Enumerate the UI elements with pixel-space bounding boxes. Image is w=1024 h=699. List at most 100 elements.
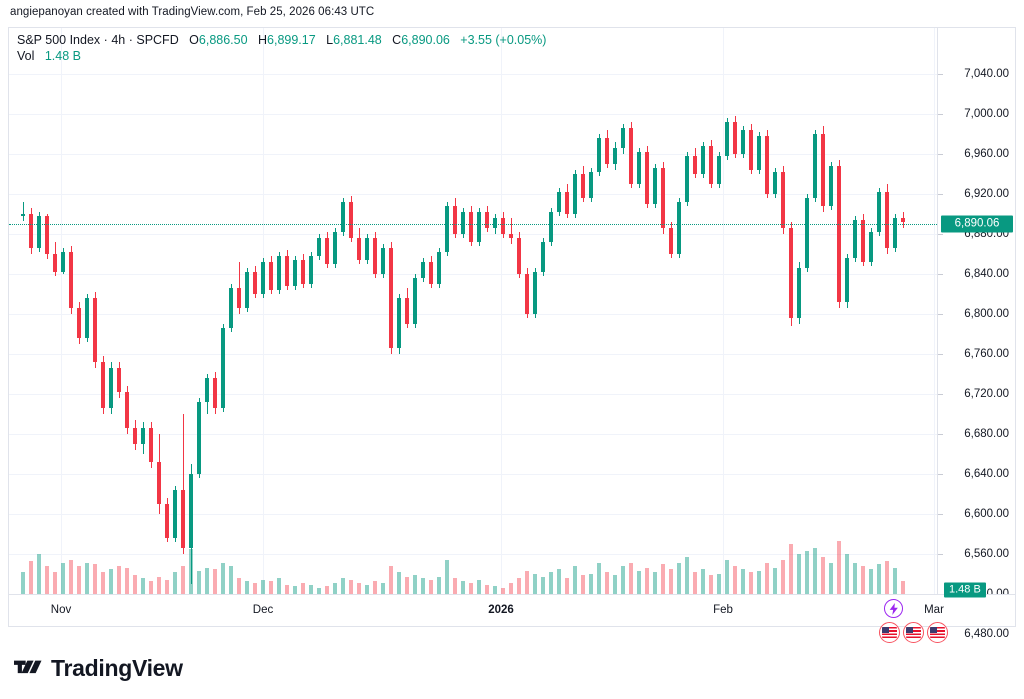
candlestick — [228, 288, 234, 328]
candlestick — [148, 428, 154, 462]
price-axis-tick-mark — [938, 114, 943, 115]
candlestick — [348, 202, 354, 238]
candlestick — [276, 256, 282, 290]
us-flag-glyph — [906, 627, 921, 638]
candlestick — [556, 192, 562, 212]
candlestick — [692, 156, 698, 174]
gridline-horizontal — [9, 314, 939, 315]
candlestick — [356, 238, 362, 260]
price-axis-tick-mark — [938, 234, 943, 235]
gridline-vertical — [61, 28, 62, 626]
gridline-horizontal — [9, 354, 939, 355]
candlestick — [316, 238, 322, 256]
volume-bar — [724, 559, 730, 626]
gridline-horizontal — [9, 274, 939, 275]
candlestick — [92, 298, 98, 362]
candlestick — [884, 192, 890, 248]
gridline-horizontal — [9, 514, 939, 515]
candlestick — [604, 138, 610, 164]
candlestick — [444, 206, 450, 252]
candlestick — [732, 122, 738, 154]
candlestick — [380, 248, 386, 274]
candlestick — [332, 232, 338, 264]
volume-bar — [836, 541, 842, 626]
candlestick — [612, 148, 618, 164]
candle-wick — [23, 202, 24, 221]
candlestick — [532, 272, 538, 314]
price-axis-tick: 6,640.00 — [964, 468, 1009, 480]
candlestick — [628, 128, 634, 184]
us-flag-glyph — [930, 627, 945, 638]
gridline-horizontal — [9, 74, 939, 75]
candlestick — [420, 262, 426, 278]
candlestick — [436, 252, 442, 284]
time-axis-tick: Dec — [252, 604, 274, 616]
time-axis-tick: Nov — [50, 604, 72, 616]
candlestick — [892, 218, 898, 248]
volume-bar — [788, 544, 794, 626]
price-axis-tick-mark — [938, 434, 943, 435]
candlestick — [460, 212, 466, 234]
us-flag-icon[interactable] — [879, 622, 900, 643]
candlestick — [740, 130, 746, 154]
price-axis-tick: 6,920.00 — [964, 188, 1009, 200]
gridline-horizontal — [9, 474, 939, 475]
volume-value-badge[interactable]: 1.48 B — [944, 582, 986, 598]
time-axis[interactable]: Nov Dec 2026 Feb Mar — [9, 594, 1015, 626]
candlestick — [812, 134, 818, 198]
gridline-horizontal — [9, 234, 939, 235]
candlestick — [764, 136, 770, 194]
candlestick — [796, 268, 802, 318]
candlestick — [76, 308, 82, 338]
candlestick — [108, 368, 114, 408]
candlestick — [116, 368, 122, 392]
us-flag-icon[interactable] — [927, 622, 948, 643]
candlestick — [708, 146, 714, 184]
current-price-badge[interactable]: 6,890.06 — [941, 215, 1013, 233]
candlestick — [476, 212, 482, 242]
candlestick — [284, 256, 290, 286]
candlestick — [364, 238, 370, 260]
candlestick — [44, 216, 50, 254]
candlestick — [428, 262, 434, 284]
time-axis-tick: Feb — [713, 604, 733, 616]
candlestick — [396, 298, 402, 348]
candlestick — [244, 272, 250, 308]
volume-bar — [444, 559, 450, 626]
volume-bar — [68, 559, 74, 626]
candlestick — [508, 234, 514, 238]
gridline-horizontal — [9, 154, 939, 155]
gridline-vertical — [263, 28, 264, 626]
volume-bar — [812, 547, 818, 626]
candlestick — [548, 212, 554, 242]
volume-bar — [820, 556, 826, 626]
price-axis[interactable]: 7,040.00 7,000.00 6,960.00 6,920.00 6,880.00… — [937, 28, 1015, 640]
candlestick — [172, 490, 178, 538]
candlestick — [780, 172, 786, 228]
volume-bar — [780, 559, 786, 626]
us-flag-icon[interactable] — [903, 622, 924, 643]
lightning-bolt-icon[interactable] — [884, 599, 903, 618]
candlestick — [388, 248, 394, 348]
candlestick — [620, 128, 626, 148]
candlestick — [124, 392, 130, 428]
us-flag-glyph — [882, 627, 897, 638]
candlestick — [260, 262, 266, 294]
price-axis-tick-mark — [938, 554, 943, 555]
candlestick — [372, 238, 378, 274]
candlestick — [820, 134, 826, 206]
candlestick — [724, 122, 730, 156]
candlestick — [788, 228, 794, 318]
candlestick — [220, 328, 226, 408]
gridline-horizontal — [9, 194, 939, 195]
candlestick — [484, 212, 490, 228]
candle-wick — [511, 218, 512, 244]
candlestick — [164, 504, 170, 538]
time-axis-tick: Mar — [924, 604, 944, 616]
chart-plot-area[interactable] — [9, 28, 939, 626]
price-axis-tick: 6,560.00 — [964, 548, 1009, 560]
gridline-horizontal — [9, 554, 939, 555]
price-axis-tick: 6,600.00 — [964, 508, 1009, 520]
price-axis-tick-mark — [938, 314, 943, 315]
